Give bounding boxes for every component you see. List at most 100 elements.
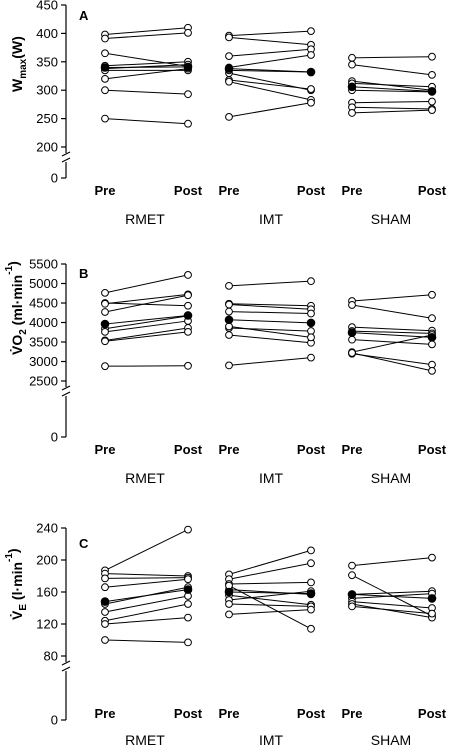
axis-break-mark	[61, 385, 71, 391]
subject-line	[104, 89, 189, 95]
subject-point-post	[428, 70, 436, 79]
subject-point-post	[307, 546, 315, 555]
subject-point-pre	[101, 308, 109, 316]
subject-line	[351, 109, 433, 114]
subject-line	[351, 64, 433, 76]
subject-line	[104, 64, 189, 70]
group-rmet: Pre Post RMET	[95, 271, 203, 486]
x-tick-label-pre: Pre	[219, 183, 240, 198]
subject-line	[228, 357, 312, 366]
mean-point-pre	[347, 590, 357, 599]
subject-line	[228, 79, 312, 90]
subject-point-pre	[225, 610, 233, 619]
subject-point-post	[428, 290, 436, 299]
subject-point-pre	[101, 288, 109, 297]
subject-point-pre	[225, 600, 233, 608]
subject-line	[351, 334, 433, 353]
subject-point-post	[307, 98, 315, 107]
subject-line	[104, 639, 189, 643]
mean-point-pre	[224, 64, 234, 73]
subject-point-pre	[225, 281, 233, 290]
subject-point-pre	[348, 301, 356, 309]
subject-point-pre	[348, 602, 356, 611]
mean-point-post	[306, 589, 316, 598]
group-imt: Pre Post IMT	[219, 546, 326, 746]
y-axis-label-part: )	[5, 261, 21, 266]
x-tick-label-pre: Pre	[342, 183, 363, 198]
mean-point-post	[427, 333, 437, 342]
axis-break-mark	[61, 660, 71, 666]
subject-point-pre	[101, 86, 109, 95]
subject-point-pre	[101, 34, 109, 43]
y-tick-label: 5500	[29, 257, 58, 272]
subject-line	[104, 327, 189, 341]
y-tick-label: 80	[44, 649, 58, 664]
group-rmet: Pre Post RMET	[95, 23, 203, 227]
x-tick-label-pre: Pre	[95, 183, 116, 198]
group-label: SHAM	[371, 732, 411, 746]
mean-point-pre	[100, 319, 110, 329]
subject-point-post	[307, 578, 315, 587]
mean-line	[104, 589, 189, 603]
subject-line	[228, 102, 312, 118]
subject-point-post	[307, 353, 315, 362]
subject-point-post	[307, 277, 315, 286]
subject-point-post	[184, 119, 192, 128]
mean-point-post	[183, 585, 193, 594]
y-axis-label-part: V̇	[9, 610, 25, 620]
subject-point-pre	[348, 561, 356, 570]
group-imt: Pre Post IMT	[219, 277, 326, 486]
axis-break-mark	[61, 151, 71, 157]
subject-line	[351, 326, 433, 332]
subject-point-post	[307, 85, 315, 93]
subject-line	[104, 595, 189, 613]
group-sham: Pre Post SHAM	[342, 290, 447, 486]
subject-line	[104, 617, 189, 625]
subject-line	[228, 594, 312, 606]
y-tick-label: 350	[36, 54, 58, 69]
subject-point-post	[307, 605, 315, 614]
group-sham: Pre Post SHAM	[342, 52, 447, 227]
subject-point-pre	[101, 327, 109, 336]
x-tick-label-pre: Pre	[342, 706, 363, 721]
subject-line	[104, 118, 189, 125]
subject-point-pre	[348, 109, 356, 117]
mean-line	[351, 86, 433, 92]
group-label: SHAM	[371, 211, 411, 227]
subject-line	[351, 56, 433, 59]
subject-point-post	[307, 27, 315, 36]
subject-line	[228, 81, 312, 101]
y-axis-label-part: W	[9, 78, 25, 92]
subject-point-post	[428, 340, 436, 349]
y-tick-label: 0	[51, 713, 58, 728]
subject-point-pre	[101, 608, 109, 616]
y-axis-label-part: (ml·min	[9, 275, 25, 329]
panel-letter-c: C	[79, 536, 89, 551]
subject-line	[228, 325, 312, 338]
subject-point-post	[307, 51, 315, 59]
subject-line	[351, 106, 433, 110]
subject-point-post	[428, 314, 436, 323]
group-label: RMET	[125, 211, 165, 227]
subject-line	[104, 293, 189, 305]
y-tick-label: 5000	[29, 276, 58, 291]
subject-line	[104, 331, 189, 342]
subject-point-post	[307, 624, 315, 633]
y-tick-label: 240	[36, 521, 58, 536]
x-tick-label-pre: Pre	[95, 706, 116, 721]
subject-line	[104, 27, 189, 36]
axis-break-mark	[61, 666, 71, 672]
subject-line	[351, 605, 433, 615]
subject-line	[228, 603, 312, 607]
subject-line	[228, 304, 312, 310]
mean-point-post	[183, 311, 193, 320]
subject-point-pre	[348, 53, 356, 62]
group-label: IMT	[259, 211, 284, 227]
subject-point-post	[428, 97, 436, 106]
subject-line	[351, 603, 433, 619]
subject-line	[104, 577, 189, 579]
subject-point-pre	[101, 583, 109, 592]
subject-line	[228, 581, 312, 585]
subject-point-post	[428, 106, 436, 114]
